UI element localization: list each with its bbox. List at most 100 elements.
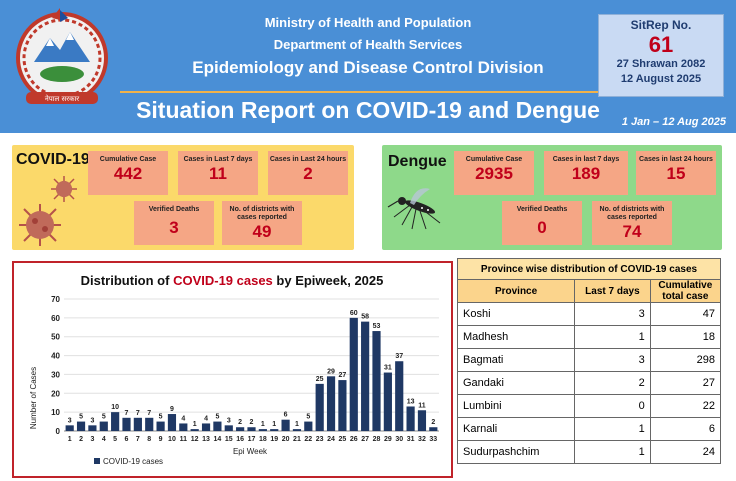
- chart-bar: [292, 429, 302, 431]
- province-cumulative: 18: [649, 325, 722, 349]
- chart-data-label: 3: [90, 417, 94, 424]
- chart-y-tick-label: 50: [51, 333, 60, 342]
- chart-data-label: 2: [431, 419, 435, 426]
- province-cumulative: 6: [649, 417, 722, 441]
- covid-districts-value: 49: [252, 222, 272, 241]
- chart-data-label: 2: [250, 419, 254, 426]
- covid-cumulative-label: Cumulative Case: [99, 156, 157, 163]
- chart-x-tick-label: 26: [350, 436, 358, 443]
- covid-panel-title: COVID-19: [16, 151, 90, 168]
- chart-legend-label: COVID-19 cases: [103, 457, 163, 466]
- table-row: Sudurpashchim 1 24: [456, 440, 722, 464]
- chart-bar: [145, 417, 154, 431]
- chart-data-label: 3: [227, 417, 231, 424]
- province-cumulative: 24: [649, 440, 722, 464]
- report-title: Situation Report on COVID-19 and Dengue: [136, 97, 600, 123]
- province-cumulative: 298: [649, 348, 722, 372]
- province-name: Koshi: [456, 302, 576, 326]
- chart-x-tick-label: 10: [168, 436, 176, 443]
- chart-bar: [304, 421, 313, 431]
- dengue-last24-value: 15: [666, 164, 686, 183]
- chart-data-label: 37: [395, 353, 403, 360]
- table-row: Koshi 3 47: [456, 302, 722, 326]
- chart-x-tick-label: 11: [180, 436, 188, 443]
- table-row: Lumbini 0 22: [456, 394, 722, 418]
- chart-bar: [88, 425, 97, 431]
- chart-bar: [417, 410, 427, 431]
- chart-data-label: 1: [295, 421, 299, 428]
- chart-x-tick-label: 24: [327, 436, 335, 443]
- chart-bar: [383, 372, 392, 431]
- covid-districts-label: No. of districts with cases reported: [229, 206, 295, 221]
- header-divider: [120, 91, 598, 93]
- chart-bar: [236, 427, 245, 431]
- sitrep-date-nepali: 27 Shrawan 2082: [616, 58, 706, 70]
- chart-bar: [201, 423, 211, 431]
- chart-data-label: 5: [306, 414, 310, 421]
- chart-data-label: 9: [170, 406, 174, 413]
- chart-data-label: 2: [238, 419, 242, 426]
- chart-x-tick-label: 6: [125, 436, 129, 443]
- chart-data-label: 10: [111, 404, 119, 411]
- covid-last7-value: 11: [209, 164, 227, 183]
- chart-x-tick-label: 21: [293, 436, 301, 443]
- chart-x-tick-label: 30: [395, 436, 403, 443]
- dengue-deaths-value: 0: [537, 218, 547, 237]
- province-last7: 3: [574, 302, 651, 326]
- dengue-panel: Dengue Cumulative Case 2935 Cases in las…: [382, 145, 722, 250]
- header-province: Province: [456, 279, 576, 303]
- chart-data-label: 5: [102, 414, 106, 421]
- chart-y-tick-label: 10: [51, 408, 60, 417]
- chart-x-tick-label: 32: [418, 436, 426, 443]
- dengue-last7-card: Cases in last 7 days 189: [544, 151, 628, 195]
- division-name: Epidemiology and Disease Control Divisio…: [192, 58, 544, 77]
- chart-y-tick-label: 40: [51, 352, 60, 361]
- chart-bar: [65, 425, 74, 431]
- chart-x-tick-label: 27: [361, 436, 369, 443]
- chart-data-label: 5: [159, 414, 163, 421]
- chart-bar: [326, 376, 336, 431]
- province-name: Karnali: [456, 417, 576, 441]
- dengue-districts-value: 74: [622, 222, 642, 241]
- dengue-districts-label: No. of districts with cases reported: [599, 206, 665, 221]
- chart-data-label: 7: [136, 410, 140, 417]
- header-last7: Last 7 days: [574, 279, 651, 303]
- covid-last7-card: Cases in Last 7 days 11: [178, 151, 258, 195]
- chart-bar: [338, 380, 347, 431]
- chart-x-tick-label: 29: [384, 436, 392, 443]
- chart-x-tick-label: 17: [248, 436, 256, 443]
- province-name: Sudurpashchim: [456, 440, 576, 464]
- chart-x-tick-label: 16: [236, 436, 244, 443]
- chart-x-tick-label: 20: [282, 436, 290, 443]
- chart-data-label: 13: [407, 398, 415, 405]
- chart-bar: [395, 361, 404, 431]
- dengue-last24-card: Cases in last 24 hours 15: [636, 151, 716, 195]
- chart-x-tick-label: 25: [339, 436, 347, 443]
- epiweek-chart: Distribution of COVID-19 cases by Epiwee…: [12, 261, 453, 478]
- emblem-caption: नेपाल सरकार: [45, 94, 79, 103]
- chart-bar: [167, 414, 177, 431]
- chart-x-axis-title: Epi Week: [233, 447, 268, 456]
- nepal-emblem-icon: नेपाल सरकार: [16, 8, 108, 104]
- chart-data-label: 31: [384, 365, 392, 372]
- chart-data-label: 5: [215, 414, 219, 421]
- province-name: Gandaki: [456, 371, 576, 395]
- chart-bar: [190, 429, 199, 431]
- chart-x-tick-label: 23: [316, 436, 324, 443]
- chart-data-label: 3: [68, 417, 72, 424]
- department-name: Department of Health Services: [273, 37, 463, 52]
- chart-x-tick-label: 18: [259, 436, 267, 443]
- dengue-panel-title: Dengue: [388, 153, 447, 170]
- chart-bar: [133, 417, 142, 431]
- chart-data-label: 7: [125, 410, 129, 417]
- chart-bar: [99, 421, 108, 431]
- chart-y-tick-label: 60: [51, 314, 60, 323]
- chart-bar: [361, 321, 370, 431]
- province-cumulative: 22: [649, 394, 722, 418]
- province-cumulative: 47: [649, 302, 722, 326]
- province-name: Lumbini: [456, 394, 576, 418]
- chart-data-label: 4: [204, 415, 208, 422]
- covid-last7-label: Cases in Last 7 days: [183, 156, 253, 163]
- chart-x-tick-label: 12: [191, 436, 199, 443]
- province-table-header-row: Province Last 7 days Cumulative total ca…: [456, 279, 722, 303]
